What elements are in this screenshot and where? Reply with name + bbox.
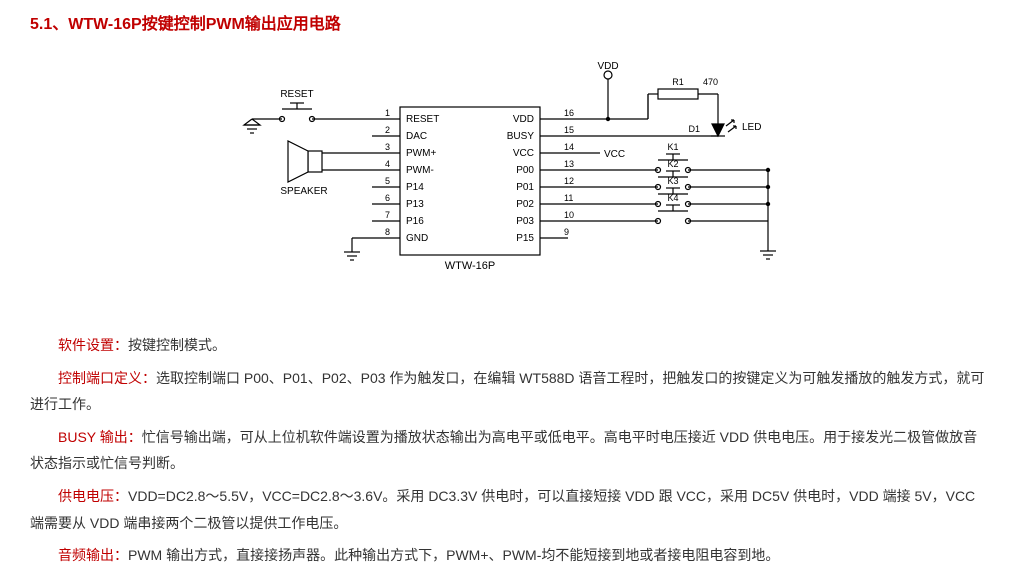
svg-text:11: 11 <box>564 193 573 203</box>
svg-text:470: 470 <box>703 77 718 87</box>
svg-text:K1: K1 <box>667 142 678 152</box>
svg-text:R1: R1 <box>672 77 684 87</box>
svg-text:1: 1 <box>385 108 390 118</box>
svg-text:4: 4 <box>385 159 390 169</box>
note-1-body: 按键控制模式。 <box>128 337 226 353</box>
svg-text:16: 16 <box>564 108 574 118</box>
note-1: 软件设置：按键控制模式。 <box>30 332 990 359</box>
svg-text:7: 7 <box>385 210 390 220</box>
svg-text:6: 6 <box>385 193 390 203</box>
svg-text:P02: P02 <box>516 199 534 210</box>
note-5-head: 音频输出： <box>58 547 128 563</box>
note-5-body: PWM 输出方式，直接接扬声器。此种输出方式下，PWM+、PWM-均不能短接到地… <box>128 547 779 563</box>
svg-text:P01: P01 <box>516 182 534 193</box>
svg-text:2: 2 <box>385 125 390 135</box>
svg-text:RESET: RESET <box>280 89 313 100</box>
svg-text:D1: D1 <box>688 124 700 134</box>
note-5: 音频输出：PWM 输出方式，直接接扬声器。此种输出方式下，PWM+、PWM-均不… <box>30 542 990 569</box>
svg-text:PWM-: PWM- <box>406 165 434 176</box>
circuit-diagram: WTW-16P 1 RESET 2 DAC 3 PWM+ 4 PWM- 5 P14 6 P13 7 P16 8… <box>30 42 990 322</box>
svg-text:BUSY: BUSY <box>507 131 535 142</box>
svg-text:DAC: DAC <box>406 131 427 142</box>
svg-text:P03: P03 <box>516 216 534 227</box>
note-3-head: BUSY 输出： <box>58 429 142 445</box>
svg-text:P00: P00 <box>516 165 534 176</box>
svg-text:SPEAKER: SPEAKER <box>280 186 327 197</box>
svg-text:14: 14 <box>564 142 574 152</box>
note-3-body: 忙信号输出端，可从上位机软件端设置为播放状态输出为高电平或低电平。高电平时电压接… <box>30 429 977 472</box>
svg-text:VDD: VDD <box>597 61 618 72</box>
svg-text:VCC: VCC <box>513 148 534 159</box>
svg-text:GND: GND <box>406 233 428 244</box>
svg-text:K4: K4 <box>667 193 678 203</box>
svg-text:K3: K3 <box>667 176 678 186</box>
note-1-head: 软件设置： <box>58 337 128 353</box>
svg-text:5: 5 <box>385 176 390 186</box>
svg-text:RESET: RESET <box>406 114 439 125</box>
svg-text:8: 8 <box>385 227 390 237</box>
note-4-head: 供电电压： <box>58 488 128 504</box>
svg-text:PWM+: PWM+ <box>406 148 436 159</box>
svg-text:10: 10 <box>564 210 574 220</box>
note-2-body: 选取控制端口 P00、P01、P02、P03 作为触发口，在编辑 WT588D … <box>30 370 984 413</box>
section-title: 5.1、WTW-16P按键控制PWM输出应用电路 <box>30 10 990 34</box>
svg-text:12: 12 <box>564 176 574 186</box>
svg-text:WTW-16P: WTW-16P <box>445 260 496 272</box>
svg-text:P16: P16 <box>406 216 424 227</box>
note-4-body: VDD=DC2.8～5.5V，VCC=DC2.8～3.6V。采用 DC3.3V … <box>30 488 975 531</box>
svg-text:13: 13 <box>564 159 574 169</box>
note-3: BUSY 输出：忙信号输出端，可从上位机软件端设置为播放状态输出为高电平或低电平… <box>30 424 990 477</box>
svg-text:VDD: VDD <box>513 114 534 125</box>
svg-text:LED: LED <box>742 122 761 133</box>
svg-text:P14: P14 <box>406 182 424 193</box>
note-2-head: 控制端口定义： <box>58 370 156 386</box>
note-2: 控制端口定义：选取控制端口 P00、P01、P02、P03 作为触发口，在编辑 … <box>30 365 990 418</box>
svg-text:9: 9 <box>564 227 569 237</box>
svg-text:P15: P15 <box>516 233 534 244</box>
svg-text:VCC: VCC <box>604 149 625 160</box>
svg-text:P13: P13 <box>406 199 424 210</box>
svg-text:3: 3 <box>385 142 390 152</box>
svg-text:K2: K2 <box>667 159 678 169</box>
note-4: 供电电压：VDD=DC2.8～5.5V，VCC=DC2.8～3.6V。采用 DC… <box>30 483 990 536</box>
svg-text:15: 15 <box>564 125 574 135</box>
